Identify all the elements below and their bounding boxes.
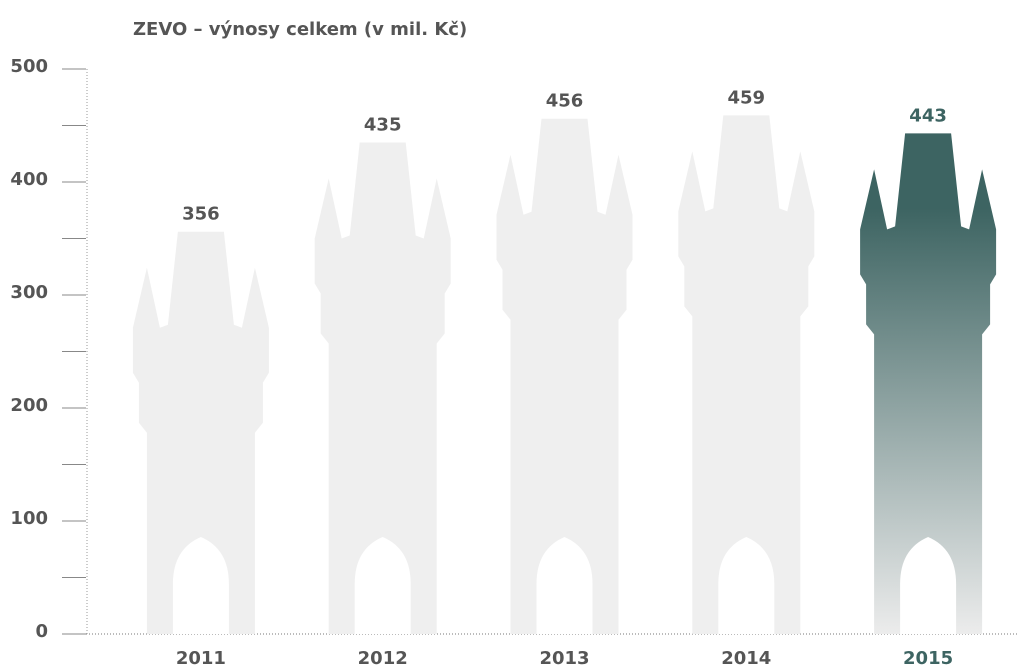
tower-bar [860,133,997,634]
tower-door [536,537,593,634]
x-tick-label: 2014 [721,648,771,669]
tower-door [718,537,775,634]
y-tick-label: 300 [10,282,48,303]
tower-door [354,537,411,634]
tower-bar [496,118,633,635]
tower-door [900,537,957,634]
value-label: 435 [364,114,402,135]
tower-bar [678,115,815,634]
y-tick-label: 200 [10,395,48,416]
value-label: 443 [909,105,947,126]
y-tick-label: 0 [35,621,48,642]
y-tick-label: 500 [10,56,48,77]
chart-title: ZEVO – výnosy celkem (v mil. Kč) [133,19,467,40]
x-tick-label: 2011 [176,648,226,669]
value-label: 459 [728,87,766,108]
y-tick-label: 100 [10,508,48,529]
x-tick-label: 2012 [358,648,408,669]
y-tick-label: 400 [10,169,48,190]
x-tick-label: 2015 [903,648,953,669]
tower-bar [314,142,451,634]
value-label: 456 [546,91,584,112]
value-label: 356 [182,204,220,225]
tower-bar [132,231,269,634]
tower-door [172,537,229,634]
x-tick-label: 2013 [539,648,589,669]
